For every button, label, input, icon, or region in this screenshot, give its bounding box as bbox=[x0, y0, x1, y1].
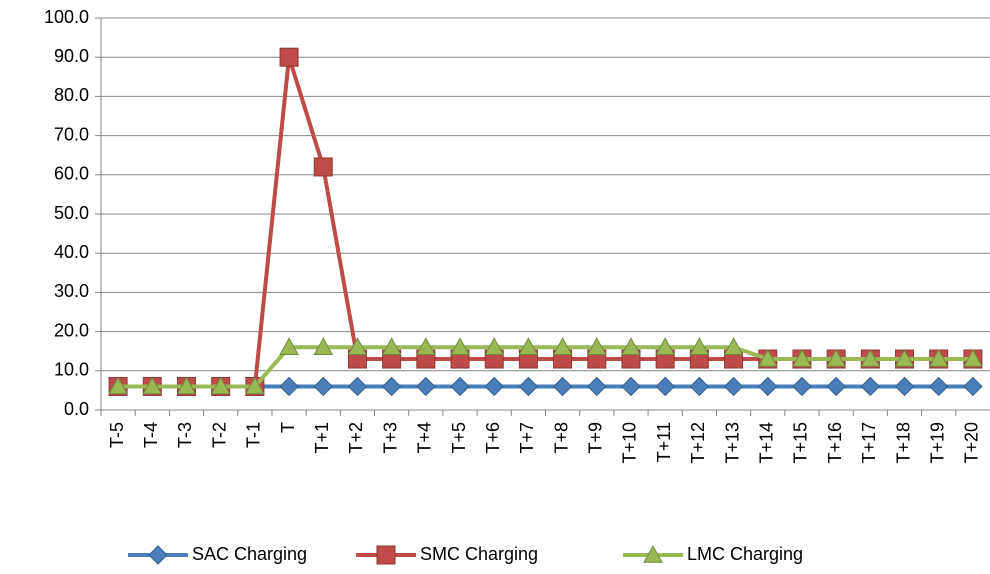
data-point bbox=[450, 337, 470, 355]
series-line bbox=[118, 56, 973, 389]
x-tick-label: T+1 bbox=[312, 422, 332, 454]
y-tick-label: 100.0 bbox=[44, 7, 89, 27]
data-point bbox=[347, 337, 368, 355]
data-point bbox=[313, 157, 333, 177]
data-point bbox=[621, 337, 641, 355]
y-tick-label: 60.0 bbox=[54, 164, 89, 184]
data-point bbox=[313, 376, 333, 397]
data-point bbox=[929, 376, 949, 397]
y-tick-label: 40.0 bbox=[54, 242, 89, 262]
data-point bbox=[108, 376, 128, 395]
data-point bbox=[689, 376, 710, 397]
data-point bbox=[245, 376, 265, 395]
data-point bbox=[381, 376, 402, 397]
data-point bbox=[279, 47, 299, 67]
x-tick-label: T+4 bbox=[415, 422, 435, 454]
data-point bbox=[894, 376, 915, 397]
x-tick-label: T+3 bbox=[380, 422, 400, 454]
data-point bbox=[450, 376, 470, 397]
data-point bbox=[415, 337, 436, 355]
x-tick-label: T+19 bbox=[927, 422, 947, 464]
y-tick-label: 20.0 bbox=[54, 320, 89, 340]
data-point bbox=[518, 376, 539, 397]
legend-marker bbox=[376, 545, 396, 565]
x-tick-label: T+9 bbox=[586, 422, 606, 454]
legend-marker bbox=[643, 544, 663, 563]
data-point bbox=[552, 337, 573, 355]
data-point bbox=[792, 376, 812, 397]
data-point bbox=[586, 337, 607, 355]
x-tick-label: T+12 bbox=[688, 422, 708, 464]
data-point bbox=[621, 376, 641, 397]
x-tick-label: T+14 bbox=[757, 422, 777, 464]
x-tick-label: T+2 bbox=[346, 422, 366, 454]
data-point bbox=[860, 376, 881, 397]
x-tick-label: T+18 bbox=[893, 422, 913, 464]
y-tick-label: 10.0 bbox=[54, 360, 89, 380]
x-tick-label: T bbox=[278, 422, 298, 433]
data-point bbox=[142, 376, 163, 395]
legend-label: SAC Charging bbox=[192, 544, 307, 564]
series-line bbox=[118, 345, 973, 389]
data-point bbox=[484, 337, 505, 355]
x-tick-label: T-3 bbox=[175, 422, 195, 448]
data-point bbox=[484, 376, 504, 397]
data-point bbox=[313, 337, 334, 355]
data-point bbox=[826, 349, 846, 367]
x-tick-label: T+16 bbox=[825, 422, 845, 464]
x-tick-label: T+5 bbox=[449, 422, 469, 454]
data-point bbox=[689, 337, 710, 355]
data-point bbox=[381, 337, 402, 355]
data-point bbox=[279, 337, 299, 355]
x-tick-label: T-2 bbox=[209, 422, 229, 448]
data-point bbox=[518, 337, 539, 355]
x-tick-label: T+10 bbox=[620, 422, 640, 464]
data-point bbox=[792, 349, 812, 367]
data-point bbox=[655, 376, 675, 397]
legend-marker bbox=[148, 545, 168, 565]
y-tick-label: 0.0 bbox=[64, 399, 89, 419]
x-tick-label: T+8 bbox=[551, 422, 571, 454]
y-tick-label: 70.0 bbox=[54, 124, 89, 144]
data-point bbox=[347, 376, 368, 397]
y-tick-label: 90.0 bbox=[54, 46, 89, 66]
data-point bbox=[655, 337, 676, 355]
x-tick-label: T+6 bbox=[483, 422, 503, 454]
data-point bbox=[757, 349, 778, 367]
x-tick-label: T+11 bbox=[654, 422, 674, 462]
x-tick-label: T-1 bbox=[244, 422, 264, 448]
data-point bbox=[587, 376, 607, 397]
legend-label: LMC Charging bbox=[687, 544, 803, 564]
x-tick-label: T+7 bbox=[517, 422, 537, 454]
x-tick-label: T+17 bbox=[859, 422, 879, 464]
data-point bbox=[963, 349, 983, 367]
y-tick-label: 50.0 bbox=[54, 203, 89, 223]
legend-label: SMC Charging bbox=[420, 544, 538, 564]
data-point bbox=[894, 349, 915, 367]
data-point bbox=[963, 376, 983, 397]
data-point bbox=[860, 349, 881, 367]
data-point bbox=[279, 376, 299, 397]
x-tick-label: T-5 bbox=[107, 422, 127, 448]
y-tick-label: 80.0 bbox=[54, 85, 89, 105]
data-point bbox=[723, 376, 744, 397]
data-point bbox=[416, 376, 436, 397]
x-tick-label: T+15 bbox=[791, 422, 811, 464]
x-tick-label: T+20 bbox=[962, 422, 982, 464]
x-tick-label: T+13 bbox=[722, 422, 742, 464]
data-point bbox=[826, 376, 846, 397]
data-point bbox=[552, 376, 573, 397]
x-tick-label: T-4 bbox=[141, 422, 161, 448]
data-point bbox=[210, 376, 231, 395]
data-point bbox=[723, 337, 744, 355]
data-point bbox=[176, 376, 197, 395]
y-tick-label: 30.0 bbox=[54, 281, 89, 301]
data-point bbox=[928, 349, 949, 367]
data-point bbox=[758, 376, 778, 397]
